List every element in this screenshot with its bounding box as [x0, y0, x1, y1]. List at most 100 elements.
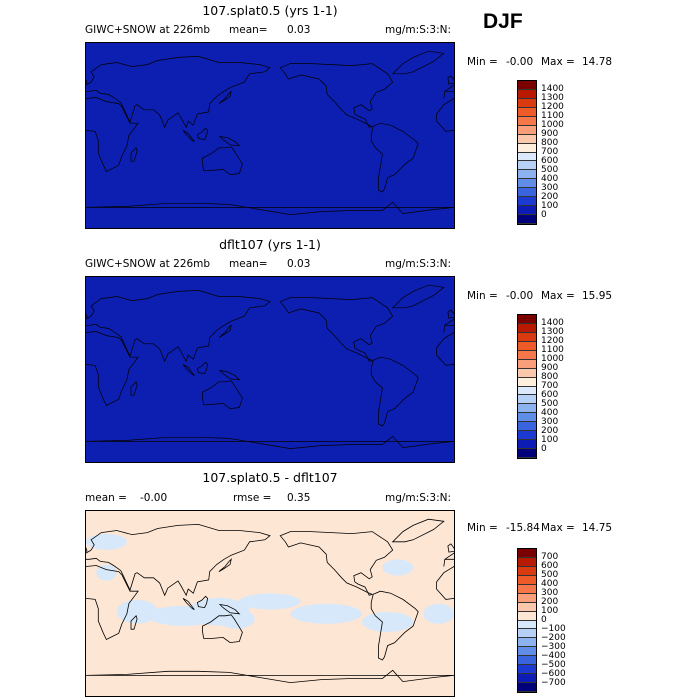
coastline — [202, 380, 243, 409]
coastline — [130, 147, 138, 162]
colorbar-swatch — [518, 629, 536, 639]
panel-3-min-value: -15.84 — [506, 522, 540, 534]
panel-2-colorbar — [517, 314, 537, 459]
colorbar-tick-label: −700 — [541, 678, 566, 689]
panel-2-max-value: 15.95 — [582, 290, 613, 302]
colorbar-swatch — [518, 170, 536, 180]
colorbar-swatch — [518, 611, 536, 621]
colorbar-swatch — [518, 161, 536, 171]
coastline — [218, 324, 232, 338]
colorbar-swatch — [518, 107, 536, 117]
colorbar-tick-label: 1200 — [541, 101, 564, 112]
coastline — [196, 595, 209, 609]
colorbar-tick-label: 800 — [541, 371, 559, 382]
colorbar-swatch — [518, 341, 536, 351]
panel-3-map — [85, 510, 455, 697]
coastline — [130, 615, 138, 630]
negative-patch — [362, 612, 414, 632]
colorbar-swatch — [518, 422, 536, 432]
colorbar-tick-label: 700 — [541, 551, 559, 562]
colorbar-tick-label: 700 — [541, 381, 559, 391]
colorbar-swatch — [518, 81, 536, 90]
colorbar-swatch — [518, 125, 536, 135]
colorbar-tick-label: 300 — [541, 587, 559, 598]
colorbar-tick-label: −100 — [541, 624, 566, 635]
panel-2-mean-label: mean= — [229, 258, 268, 270]
panel-1-colorbar — [517, 80, 537, 225]
colorbar-tick-label: 300 — [541, 417, 559, 428]
coastline — [391, 50, 445, 75]
colorbar-tick-label: −600 — [541, 669, 566, 680]
colorbar-tick-label: 900 — [541, 362, 559, 373]
colorbar-tick-label: 400 — [541, 174, 559, 185]
season-label: DJF — [483, 10, 523, 33]
coastline — [202, 614, 243, 644]
coastline — [86, 56, 271, 129]
colorbar-swatch — [518, 431, 536, 441]
colorbar-tick-label: 0 — [541, 615, 547, 625]
panel-1-max-value: 14.78 — [582, 56, 613, 68]
colorbar-swatch — [518, 395, 536, 405]
negative-patch — [290, 603, 362, 624]
coastline — [182, 598, 195, 611]
colorbar-swatch — [518, 332, 536, 342]
panel-1-coastlines — [86, 50, 454, 215]
colorbar-tick-label: 1200 — [541, 335, 564, 346]
colorbar-tick-label: 400 — [541, 578, 559, 589]
coastline — [447, 543, 454, 553]
colorbar-tick-label: 1300 — [541, 326, 564, 337]
colorbar-swatch — [518, 350, 536, 360]
colorbar-tick-label: 600 — [541, 156, 559, 167]
coastline — [391, 284, 445, 309]
panel-3-rmse-label: rmse = — [233, 492, 272, 504]
colorbar-swatch — [518, 134, 536, 144]
colorbar-tick-label: −300 — [541, 642, 566, 653]
coastline — [279, 531, 394, 596]
colorbar-swatch — [518, 549, 536, 558]
coastline — [447, 75, 454, 85]
colorbar-swatch — [518, 575, 536, 585]
coastline — [391, 518, 445, 543]
colorbar-swatch — [518, 116, 536, 126]
panel-2-min-label: Min = — [467, 290, 498, 302]
panel-1-map-svg — [86, 43, 454, 228]
colorbar-tick-label: 500 — [541, 165, 559, 176]
colorbar-swatch — [518, 665, 536, 675]
colorbar-swatch — [518, 638, 536, 648]
panel-3-min-label: Min = — [467, 522, 498, 534]
panel-2-title: dflt107 (yrs 1-1) — [219, 237, 321, 252]
coastline — [86, 97, 139, 172]
colorbar-swatch — [518, 647, 536, 657]
panel-2-mean-value: 0.03 — [287, 258, 311, 270]
coastline — [447, 309, 454, 319]
colorbar-tick-label: 100 — [541, 605, 559, 616]
colorbar-swatch — [518, 368, 536, 378]
panel-2-map — [85, 276, 455, 463]
colorbar-swatch — [518, 98, 536, 108]
coastline — [130, 381, 138, 396]
coastline — [86, 201, 454, 215]
coastline — [196, 127, 208, 140]
negative-patch — [116, 599, 158, 624]
panel-3-map-svg — [86, 511, 454, 696]
coastline — [196, 361, 208, 374]
colorbar-tick-label: 900 — [541, 128, 559, 139]
coastline — [86, 523, 271, 597]
colorbar-tick-label: 1000 — [541, 119, 564, 130]
panel-1-min-label: Min = — [467, 56, 498, 68]
colorbar-swatch — [518, 359, 536, 369]
panel-1-mean-value: 0.03 — [287, 24, 311, 36]
panel-3-colorbar — [517, 548, 537, 693]
panel-3-mean-label: mean = — [85, 492, 127, 504]
panel-3-title: 107.splat0.5 - dflt107 — [202, 470, 338, 485]
colorbar-tick-label: 200 — [541, 426, 559, 437]
coastline — [86, 565, 139, 641]
coastline — [182, 364, 195, 377]
colorbar-swatch — [518, 683, 536, 692]
coastline — [86, 669, 454, 684]
colorbar-tick-label: 500 — [541, 399, 559, 410]
colorbar-tick-label: −200 — [541, 633, 566, 644]
colorbar-tick-label: 400 — [541, 408, 559, 419]
colorbar-swatch — [518, 557, 536, 567]
colorbar-tick-label: 1000 — [541, 353, 564, 364]
